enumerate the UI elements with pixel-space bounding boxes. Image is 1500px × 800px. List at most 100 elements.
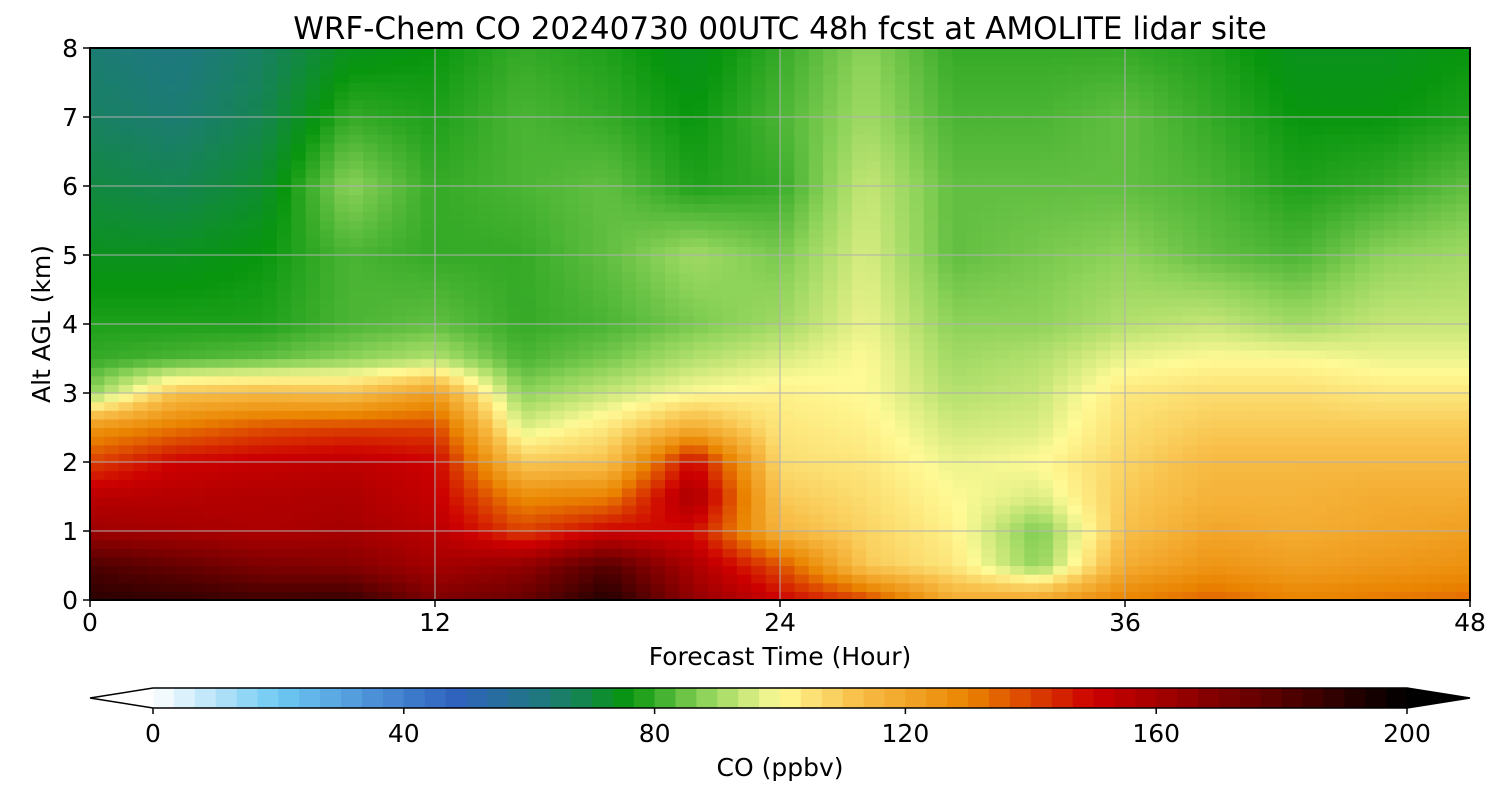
heatmap-cell (1168, 375, 1184, 385)
heatmap-cell (837, 358, 853, 368)
heatmap-cell (334, 565, 350, 575)
heatmap-cell (276, 375, 292, 385)
heatmap-cell (995, 401, 1011, 411)
heatmap-cell (219, 220, 235, 230)
heatmap-cell (291, 375, 307, 385)
heatmap-cell (636, 462, 652, 472)
heatmap-cell (1038, 393, 1054, 403)
heatmap-cell (578, 539, 594, 549)
heatmap-cell (938, 367, 954, 377)
heatmap-cell (823, 479, 839, 489)
heatmap-cell (808, 298, 824, 308)
heatmap-cell (133, 375, 149, 385)
heatmap-cell (406, 505, 422, 515)
heatmap-cell (463, 289, 479, 299)
heatmap-cell (851, 582, 867, 592)
heatmap-cell (1038, 453, 1054, 463)
heatmap-cell (478, 479, 494, 489)
heatmap-cell (880, 393, 896, 403)
heatmap-cell (190, 229, 206, 239)
heatmap-cell (161, 531, 177, 541)
heatmap-cell (981, 211, 997, 222)
heatmap-cell (104, 591, 120, 601)
heatmap-cell (736, 255, 752, 265)
heatmap-cell (406, 298, 422, 308)
heatmap-cell (909, 591, 925, 601)
heatmap-cell (1096, 91, 1112, 101)
heatmap-cell (276, 401, 292, 411)
heatmap-cell (621, 151, 637, 161)
heatmap-cell (492, 418, 508, 429)
heatmap-cell (693, 410, 709, 420)
heatmap-cell (133, 393, 149, 403)
heatmap-cell (578, 591, 594, 601)
heatmap-cell (147, 315, 163, 325)
heatmap-cell (262, 315, 278, 325)
heatmap-cell (233, 539, 249, 549)
heatmap-cell (118, 574, 134, 584)
heatmap-cell (751, 462, 767, 472)
heatmap-cell (535, 142, 551, 153)
heatmap-cell (794, 349, 810, 360)
heatmap-cell (650, 401, 666, 411)
heatmap-cell (1182, 531, 1198, 541)
heatmap-cell (1182, 194, 1198, 204)
heatmap-cell (736, 470, 752, 480)
heatmap-cell (550, 56, 565, 66)
heatmap-cell (722, 522, 738, 532)
heatmap-cell (1010, 436, 1025, 446)
heatmap-cell (1010, 410, 1025, 420)
heatmap-cell (823, 418, 839, 429)
heatmap-cell (449, 436, 465, 446)
heatmap-cell (535, 99, 551, 109)
heatmap-cell (334, 117, 350, 127)
heatmap-cell (233, 384, 249, 394)
heatmap-cell (679, 194, 695, 204)
heatmap-cell (1110, 82, 1126, 92)
heatmap-cell (923, 211, 939, 222)
heatmap-cell (923, 56, 939, 66)
heatmap-cell (794, 522, 810, 532)
heatmap-cell (521, 341, 537, 351)
heatmap-cell (780, 479, 795, 489)
heatmap-cell (190, 453, 206, 463)
heatmap-cell (320, 565, 335, 575)
heatmap-cell (938, 375, 954, 385)
heatmap-cell (463, 211, 479, 222)
heatmap-cell (621, 341, 637, 351)
heatmap-cell (1067, 194, 1083, 204)
heatmap-cell (1182, 574, 1198, 584)
heatmap-cell (276, 203, 292, 213)
heatmap-cell (923, 125, 939, 135)
heatmap-cell (90, 444, 105, 454)
heatmap-cell (133, 470, 149, 480)
heatmap-cell (550, 531, 565, 541)
heatmap-cell (593, 436, 609, 446)
heatmap-cell (262, 393, 278, 403)
heatmap-cell (248, 263, 264, 273)
heatmap-cell (147, 82, 163, 92)
heatmap-cell (147, 479, 163, 489)
heatmap-cell (564, 91, 580, 101)
heatmap-cell (248, 177, 264, 187)
heatmap-cell (435, 410, 450, 420)
heatmap-cell (665, 255, 680, 265)
heatmap-cell (1182, 99, 1198, 109)
heatmap-cell (133, 246, 149, 256)
heatmap-cell (133, 99, 149, 109)
heatmap-cell (780, 65, 795, 75)
heatmap-cell (952, 82, 968, 92)
heatmap-cell (650, 298, 666, 308)
heatmap-cell (794, 505, 810, 515)
heatmap-cell (320, 591, 335, 601)
heatmap-cell (636, 582, 652, 592)
heatmap-cell (780, 203, 795, 213)
heatmap-cell (636, 574, 652, 584)
heatmap-cell (176, 496, 192, 506)
heatmap-cell (794, 289, 810, 299)
heatmap-cell (823, 324, 839, 334)
heatmap-cell (118, 168, 134, 178)
heatmap-cell (981, 117, 997, 127)
heatmap-cell (837, 151, 853, 161)
heatmap-cell (923, 513, 939, 523)
